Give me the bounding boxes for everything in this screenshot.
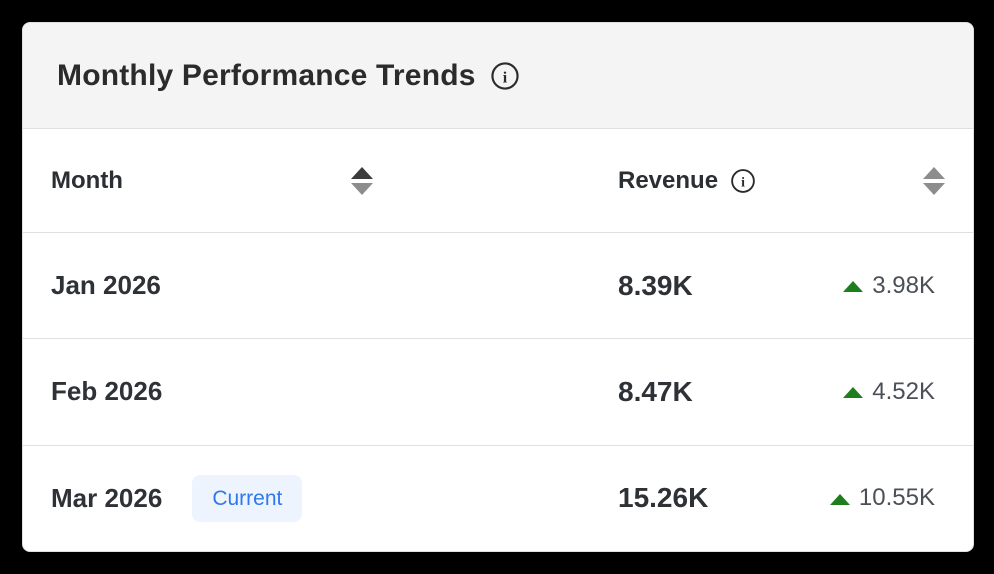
table-header-row: Month Revenue i <box>23 129 973 233</box>
month-cell: Jan 2026 <box>51 270 161 301</box>
sort-down-arrow <box>923 182 945 195</box>
month-cell: Feb 2026 <box>51 376 163 407</box>
delta-value: 10.55K <box>858 484 935 512</box>
table-row: Jan 2026 8.39K 3.98K <box>23 233 973 340</box>
table-row: Feb 2026 8.47K 4.52K <box>23 339 973 446</box>
month-cell: Mar 2026 <box>51 482 163 513</box>
sort-up-arrow <box>923 166 945 179</box>
column-header-revenue[interactable]: Revenue <box>618 166 719 194</box>
sort-down-arrow <box>351 182 373 195</box>
current-badge: Current <box>192 474 303 522</box>
card-header: Monthly Performance Trends i <box>23 23 973 129</box>
svg-text:i: i <box>502 69 507 86</box>
sort-up-arrow <box>351 166 373 179</box>
delta-value: 3.98K <box>872 271 935 299</box>
card-title: Monthly Performance Trends <box>57 58 476 92</box>
monthly-performance-card: Monthly Performance Trends i Month Reven… <box>22 22 974 552</box>
info-icon[interactable]: i <box>730 168 756 194</box>
caret-up-icon <box>843 281 864 293</box>
svg-text:i: i <box>741 174 745 189</box>
revenue-cell: 8.47K <box>618 375 693 407</box>
revenue-cell: 15.26K <box>618 482 709 514</box>
table-body: Jan 2026 8.39K 3.98K Feb 2026 8.47K 4.52… <box>23 233 973 551</box>
info-icon[interactable]: i <box>490 61 520 91</box>
caret-up-icon <box>843 387 864 399</box>
table-row: Mar 2026 Current 15.26K 10.55K <box>23 445 973 551</box>
column-header-month[interactable]: Month <box>51 166 123 194</box>
caret-up-icon <box>829 493 850 505</box>
revenue-cell: 8.39K <box>618 269 693 301</box>
sort-icon-month[interactable] <box>351 166 373 195</box>
delta-value: 4.52K <box>872 377 935 405</box>
sort-icon-revenue[interactable] <box>923 166 945 195</box>
